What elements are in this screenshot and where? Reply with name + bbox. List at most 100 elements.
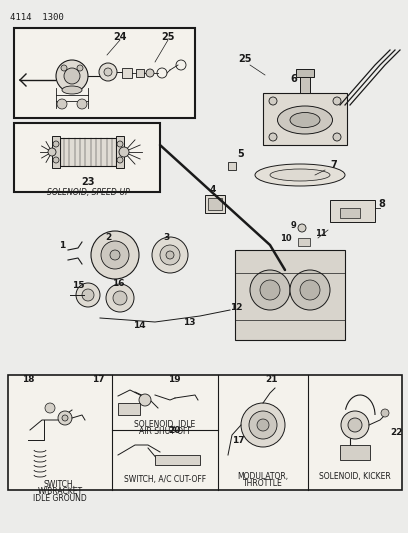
Bar — [298, 238, 310, 246]
Ellipse shape — [255, 164, 345, 186]
Bar — [300, 75, 310, 93]
Bar — [340, 208, 360, 218]
Text: 13: 13 — [183, 318, 195, 327]
Text: 5: 5 — [237, 149, 244, 159]
Bar — [118, 403, 140, 415]
Circle shape — [333, 133, 341, 141]
Text: 8: 8 — [378, 199, 385, 209]
Text: 16: 16 — [112, 279, 124, 288]
Ellipse shape — [62, 86, 82, 94]
Circle shape — [249, 411, 277, 439]
Circle shape — [58, 411, 72, 425]
Circle shape — [53, 157, 59, 163]
Text: 3: 3 — [163, 233, 169, 242]
Circle shape — [61, 65, 67, 71]
Ellipse shape — [270, 169, 330, 181]
Text: 7: 7 — [330, 160, 337, 170]
Text: 11: 11 — [315, 229, 327, 238]
Text: 18: 18 — [22, 375, 35, 384]
Circle shape — [82, 289, 94, 301]
Bar — [208, 198, 222, 210]
Circle shape — [269, 133, 277, 141]
Text: 24: 24 — [113, 32, 127, 42]
Circle shape — [104, 68, 112, 76]
Circle shape — [53, 141, 59, 147]
Text: 10: 10 — [280, 234, 292, 243]
Text: SOLENOID, KICKER: SOLENOID, KICKER — [319, 472, 391, 481]
Text: 25: 25 — [161, 32, 175, 42]
Text: 20: 20 — [168, 426, 180, 435]
Circle shape — [160, 245, 180, 265]
Circle shape — [269, 97, 277, 105]
Circle shape — [113, 291, 127, 305]
Bar — [14, 28, 195, 118]
Circle shape — [77, 65, 83, 71]
Text: W/BRACKET: W/BRACKET — [38, 487, 82, 496]
Bar — [155, 455, 200, 465]
Circle shape — [76, 283, 100, 307]
Text: 25: 25 — [238, 54, 251, 64]
Circle shape — [381, 409, 389, 417]
Circle shape — [64, 68, 80, 84]
Bar — [8, 375, 402, 490]
Circle shape — [106, 284, 134, 312]
Bar — [52, 136, 60, 168]
Text: 12: 12 — [230, 303, 242, 312]
Text: 4: 4 — [210, 185, 216, 194]
Ellipse shape — [290, 112, 320, 127]
Circle shape — [57, 99, 67, 109]
Circle shape — [139, 394, 151, 406]
Circle shape — [341, 411, 369, 439]
Circle shape — [260, 280, 280, 300]
Text: 2: 2 — [105, 233, 111, 242]
Circle shape — [77, 99, 87, 109]
Circle shape — [290, 270, 330, 310]
Bar — [296, 69, 314, 77]
Circle shape — [333, 97, 341, 105]
Circle shape — [117, 157, 123, 163]
Text: AIR SHUT-OFF: AIR SHUT-OFF — [139, 427, 191, 436]
Text: 9: 9 — [290, 221, 296, 230]
Circle shape — [250, 270, 290, 310]
Circle shape — [110, 250, 120, 260]
Circle shape — [56, 60, 88, 92]
Text: 17: 17 — [340, 448, 353, 457]
Circle shape — [298, 224, 306, 232]
Circle shape — [62, 415, 68, 421]
Circle shape — [257, 419, 269, 431]
Text: 14: 14 — [133, 321, 146, 330]
Text: SOLENOID, IDLE: SOLENOID, IDLE — [134, 420, 195, 429]
Text: MODULATOR,: MODULATOR, — [237, 472, 288, 481]
Circle shape — [99, 63, 117, 81]
Bar — [228, 162, 236, 170]
Circle shape — [119, 147, 129, 157]
Text: SWITCH,: SWITCH, — [44, 480, 76, 489]
Polygon shape — [235, 250, 345, 340]
Circle shape — [45, 403, 55, 413]
Bar — [14, 123, 160, 192]
Text: 6: 6 — [290, 74, 297, 84]
Text: 22: 22 — [390, 428, 403, 437]
Text: 15: 15 — [72, 281, 84, 290]
Text: SOLENOID, SPEED-UP: SOLENOID, SPEED-UP — [47, 188, 129, 197]
Text: 21: 21 — [265, 375, 277, 384]
Circle shape — [241, 403, 285, 447]
Text: SWITCH, A/C CUT-OFF: SWITCH, A/C CUT-OFF — [124, 475, 206, 484]
Bar — [136, 69, 144, 77]
Bar — [122, 68, 132, 78]
Bar — [205, 195, 225, 213]
Bar — [340, 445, 370, 460]
Bar — [330, 200, 375, 222]
Circle shape — [300, 280, 320, 300]
Text: IDLE GROUND: IDLE GROUND — [33, 494, 87, 503]
Ellipse shape — [277, 106, 333, 134]
Text: 19: 19 — [168, 375, 181, 384]
Circle shape — [348, 418, 362, 432]
Text: 4114  1300: 4114 1300 — [10, 13, 64, 22]
Text: 17: 17 — [92, 375, 104, 384]
Circle shape — [146, 69, 154, 77]
Bar — [116, 136, 124, 168]
Text: 17: 17 — [232, 436, 245, 445]
Circle shape — [152, 237, 188, 273]
Circle shape — [117, 141, 123, 147]
